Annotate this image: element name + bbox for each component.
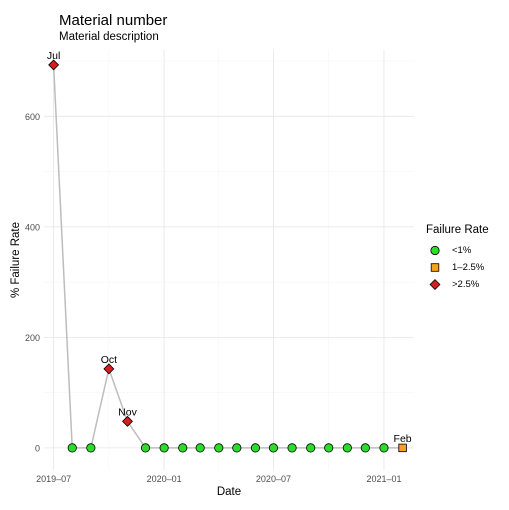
data-point-high xyxy=(122,415,133,427)
x-tick-label: 2020–01 xyxy=(147,474,182,484)
legend-label: <1% xyxy=(452,245,472,256)
data-point-low xyxy=(379,443,389,453)
y-tick-label: 0 xyxy=(35,443,40,453)
square-marker-icon xyxy=(426,259,444,276)
data-point-low xyxy=(67,443,77,453)
data-point-low xyxy=(140,443,151,453)
data-point-low xyxy=(159,443,169,453)
y-axis-title: % Failure Rate xyxy=(10,222,22,298)
chart-title: Material number xyxy=(59,12,168,29)
data-point-low xyxy=(178,443,188,453)
series-line xyxy=(52,64,403,449)
data-point-low xyxy=(306,443,316,453)
data-point-low xyxy=(342,443,352,453)
y-tick-label: 400 xyxy=(25,222,40,232)
legend-item-high: >2.5% xyxy=(426,276,489,293)
data-label: Feb xyxy=(394,433,412,445)
data-point-low xyxy=(360,443,370,453)
data-point-low xyxy=(268,443,279,453)
data-point-low xyxy=(250,443,261,453)
legend-item-mid: 1–2.5% xyxy=(426,259,489,276)
legend-title: Failure Rate xyxy=(426,224,489,236)
x-tick-label: 2019–07 xyxy=(36,474,71,484)
legend-item-low: <1% xyxy=(426,242,489,259)
chart-subtitle: Material description xyxy=(59,31,159,43)
data-label: Jul xyxy=(47,50,60,62)
data-point-high xyxy=(103,363,115,375)
data-label: Oct xyxy=(101,354,117,366)
legend-label: 1–2.5% xyxy=(452,262,485,273)
data-point-low xyxy=(232,443,242,453)
data-point-low xyxy=(287,443,297,453)
circle-marker-icon xyxy=(426,242,444,259)
data-point-high xyxy=(48,59,60,71)
diamond-marker-icon xyxy=(426,276,444,293)
data-point-low xyxy=(214,443,224,453)
data-point-low xyxy=(86,443,96,453)
x-tick-label: 2020–07 xyxy=(256,474,291,484)
y-tick-label: 200 xyxy=(25,333,40,343)
data-label: Nov xyxy=(118,406,137,418)
data-point-mid xyxy=(398,443,407,453)
legend: Failure Rate <1% 1–2.5% >2.5% xyxy=(426,224,489,293)
x-axis-title: Date xyxy=(217,486,241,498)
data-point-low xyxy=(195,443,205,453)
y-tick-label: 600 xyxy=(25,112,40,122)
x-tick-label: 2021–01 xyxy=(366,474,401,484)
data-point-low xyxy=(324,443,334,453)
legend-label: >2.5% xyxy=(452,279,480,290)
